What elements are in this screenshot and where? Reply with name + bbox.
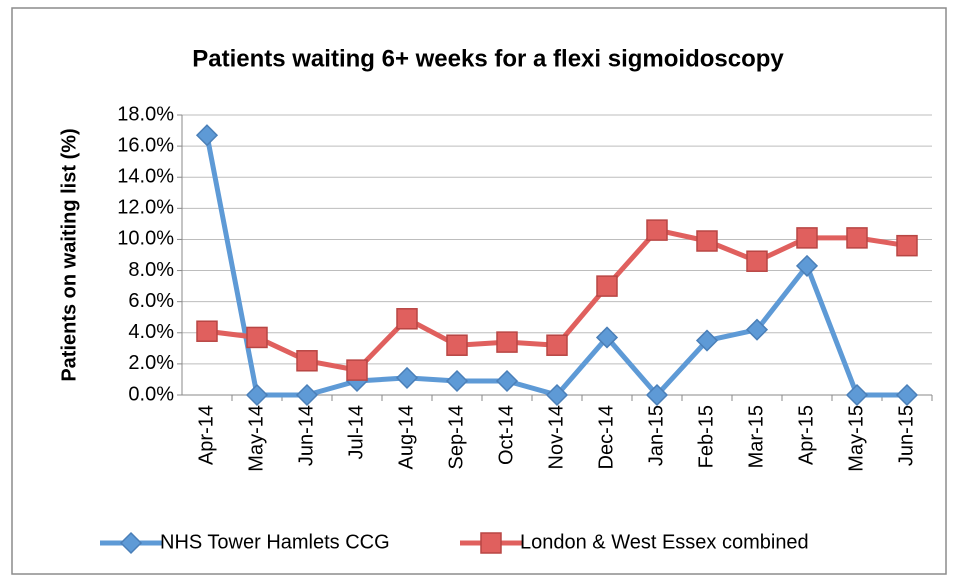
- diamond-marker: [195, 124, 219, 147]
- x-tick-label: Feb-15: [695, 405, 717, 468]
- y-tick-label: 12.0%: [117, 197, 174, 219]
- square-marker: [746, 250, 768, 272]
- x-tick-label: Mar-15: [745, 405, 767, 468]
- diamond-marker: [295, 383, 319, 407]
- x-tick-label: Oct-14: [495, 405, 517, 465]
- x-tick-label: Aug-14: [395, 405, 417, 470]
- diamond-marker: [395, 366, 419, 389]
- square-marker: [846, 227, 868, 249]
- x-tick-label: May-14: [245, 405, 267, 472]
- diamond-marker: [595, 326, 619, 349]
- y-tick-label: 4.0%: [128, 321, 174, 343]
- x-tick-label: May-15: [845, 405, 867, 472]
- square-marker: [646, 219, 668, 241]
- diamond-marker: [545, 383, 569, 407]
- square-marker: [796, 227, 818, 249]
- chart-title: Patients waiting 6+ weeks for a flexi si…: [192, 45, 784, 72]
- diamond-marker: [745, 318, 769, 341]
- square-marker: [496, 331, 518, 353]
- y-tick-label: 6.0%: [128, 290, 174, 312]
- x-tick-label: Apr-14: [195, 405, 217, 465]
- diamond-marker: [119, 531, 143, 555]
- y-tick-label: 16.0%: [117, 134, 174, 156]
- y-tick-label: 18.0%: [117, 103, 174, 125]
- square-marker: [396, 308, 418, 330]
- square-marker: [596, 275, 618, 297]
- diamond-marker: [795, 254, 819, 277]
- x-tick-label: Jul-14: [345, 405, 367, 459]
- x-tick-label: Dec-14: [595, 405, 617, 469]
- diamond-marker: [495, 369, 519, 393]
- y-tick-label: 14.0%: [117, 166, 174, 188]
- x-tick-label: Apr-15: [795, 405, 817, 465]
- y-tick-label: 8.0%: [128, 259, 174, 281]
- square-marker: [246, 326, 268, 349]
- square-marker: [196, 320, 218, 342]
- x-tick-label: Jan-15: [645, 405, 667, 466]
- legend-label: London & West Essex combined: [520, 531, 809, 553]
- diamond-marker: [695, 329, 719, 352]
- y-tick-label: 0.0%: [128, 383, 174, 405]
- x-tick-label: Sep-14: [445, 405, 467, 470]
- y-tick-label: 2.0%: [128, 352, 174, 374]
- diamond-marker: [245, 383, 269, 407]
- diamond-marker: [645, 383, 669, 407]
- diamond-marker: [895, 383, 919, 407]
- square-marker: [546, 334, 568, 356]
- y-tick-label: 10.0%: [117, 228, 174, 250]
- x-tick-label: Nov-14: [545, 405, 567, 469]
- square-marker: [696, 230, 718, 252]
- square-marker: [896, 234, 918, 257]
- square-marker: [346, 359, 368, 381]
- diamond-marker: [445, 369, 469, 393]
- square-marker: [446, 334, 468, 356]
- y-axis-label: Patients on waiting list (%): [58, 128, 80, 381]
- x-tick-label: Jun-15: [895, 405, 917, 466]
- legend-label: NHS Tower Hamlets CCG: [160, 531, 390, 553]
- square-marker: [480, 532, 502, 554]
- diamond-marker: [845, 383, 869, 407]
- square-marker: [296, 350, 318, 372]
- x-tick-label: Jun-14: [295, 405, 317, 466]
